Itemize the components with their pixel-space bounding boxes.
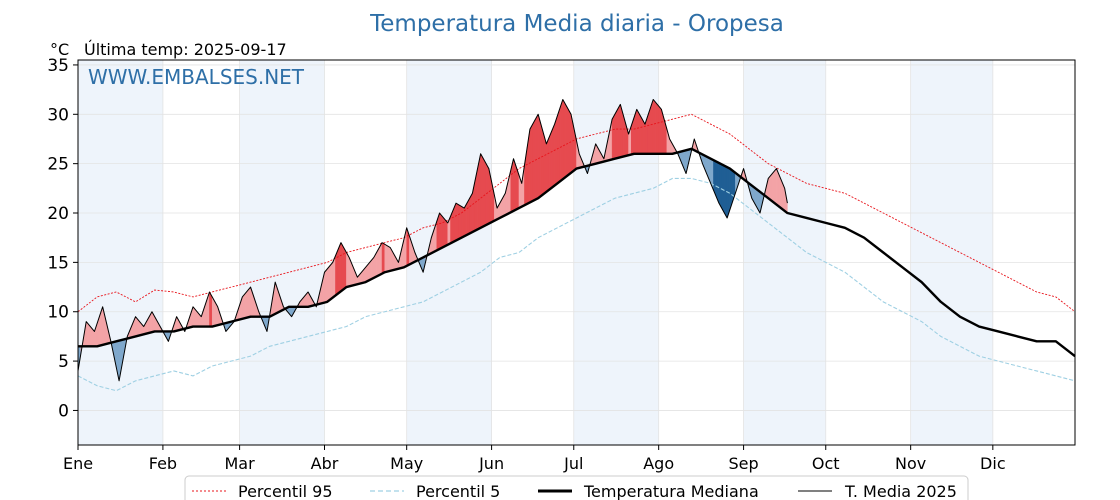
fill-above-median [324, 268, 328, 303]
x-tick-label: Feb [149, 454, 177, 473]
fill-above-median [455, 202, 459, 241]
y-tick-label: 0 [58, 401, 69, 421]
fill-above-median [639, 113, 643, 155]
fill-above-median [559, 99, 564, 182]
fill-above-median [540, 124, 544, 197]
fill-above-median [617, 103, 621, 159]
fill-above-median [480, 152, 484, 229]
fill-above-median [466, 197, 470, 236]
fill-above-median [773, 167, 777, 206]
y-tick-label: 5 [58, 352, 69, 372]
fill-above-median [636, 108, 640, 155]
fill-above-median [658, 105, 662, 155]
y-tick-label: 20 [47, 204, 69, 224]
legend-label-2025: T. Media 2025 [844, 482, 957, 500]
month-band [910, 60, 993, 445]
fill-above-median [557, 107, 561, 184]
month-band [239, 60, 325, 445]
fill-above-median [85, 320, 90, 347]
y-tick-label: 25 [47, 155, 69, 175]
fill-above-median [554, 115, 558, 187]
fill-above-median [458, 204, 462, 240]
fill-above-median [384, 243, 388, 273]
fill-above-median [652, 98, 657, 155]
fill-above-median [340, 241, 344, 292]
fill-above-median [611, 113, 616, 160]
fill-above-median [444, 218, 449, 247]
fill-above-median [442, 215, 446, 248]
fill-above-median [469, 192, 473, 234]
month-band [743, 60, 826, 445]
fill-above-median [565, 103, 569, 178]
fill-above-median [535, 113, 539, 201]
y-axis-ticks: 0 5 10 15 20 25 30 35 [47, 56, 78, 421]
y-tick-label: 30 [47, 105, 69, 125]
fill-above-median [546, 137, 550, 193]
fill-above-median [329, 261, 333, 301]
x-tick-label: Abr [311, 454, 339, 473]
month-band [406, 60, 492, 445]
fill-above-median [551, 124, 555, 189]
fill-above-median [548, 130, 553, 191]
month-bands [78, 60, 993, 445]
x-tick-label: Sep [729, 454, 759, 473]
fill-above-median [655, 102, 659, 155]
month-band [78, 60, 163, 445]
series-line-2025 [77, 98, 788, 382]
unit-label: °C [50, 40, 69, 59]
x-tick-label: Mar [225, 454, 256, 473]
fill-above-median [335, 249, 339, 297]
chart-title: Temperatura Media diaria - Oropesa [369, 11, 784, 37]
legend-label-median: Temperatura Mediana [583, 482, 759, 500]
last-temp-label: Última temp: 2025-09-17 [84, 40, 287, 59]
legend-label-p5: Percentil 5 [416, 482, 500, 500]
fill-above-median [483, 157, 487, 227]
fill-above-median [770, 171, 774, 203]
x-tick-label: May [390, 454, 423, 473]
fill-above-median [337, 242, 342, 294]
legend-box [184, 475, 969, 500]
x-tick-label: Dic [980, 454, 1006, 473]
x-tick-label: Oct [812, 454, 840, 473]
y-tick-label: 10 [47, 303, 69, 323]
fill-above-median [247, 286, 251, 318]
series-lines [77, 98, 1076, 392]
fill-above-median [461, 205, 465, 239]
watermark: WWW.EMBALSES.NET [88, 65, 305, 89]
fill-above-median [537, 114, 542, 199]
plot-frame [77, 59, 1076, 446]
x-tick-label: Jul [563, 454, 583, 473]
legend-label-p95: Percentil 95 [238, 482, 333, 500]
series-line-median [78, 147, 1076, 358]
fill-above-median [244, 289, 249, 319]
fill-above-median [562, 98, 566, 180]
series-line-p5 [77, 177, 1076, 392]
fill-above-median [614, 108, 618, 160]
fill-above-median [387, 245, 391, 272]
x-tick-label: Nov [895, 454, 926, 473]
y-tick-label: 35 [47, 56, 69, 76]
x-tick-label: Ago [643, 454, 674, 473]
fill-above-median [532, 118, 536, 202]
fill-above-median [381, 242, 386, 275]
x-tick-label: Ene [63, 454, 93, 473]
x-tick-label: Jun [478, 454, 504, 473]
x-axis-ticks: Ene Feb Mar Abr May Jun Jul Ago Sep Oct Nov Dic [63, 445, 1006, 473]
fill-below-median [718, 162, 722, 210]
fill-above-median [439, 212, 443, 250]
fill-above-median [767, 174, 772, 201]
fill-above-median [242, 292, 246, 320]
legend: Percentil 95 Percentil 5 Temperatura Med… [184, 475, 969, 500]
fill-above-median [327, 264, 331, 303]
y-tick-label: 15 [47, 253, 69, 273]
fill-above-median [529, 123, 533, 203]
fill-above-median [485, 162, 490, 226]
